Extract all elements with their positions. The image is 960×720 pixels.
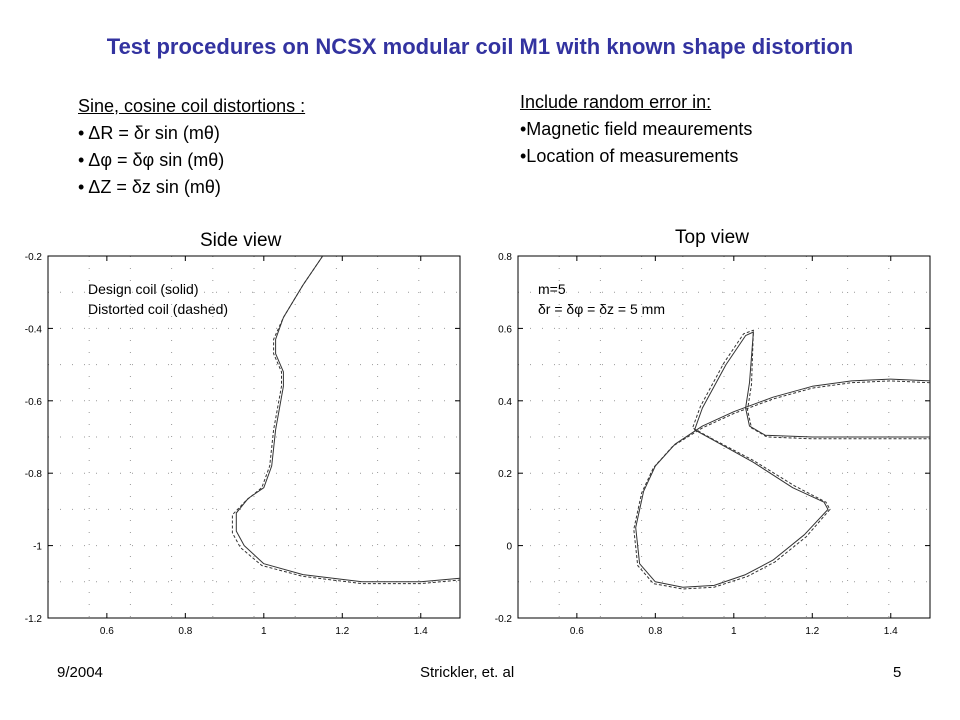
y-tick-label: 0.2 [498,469,512,480]
y-tick-label: 0.6 [498,324,512,335]
chart-annotation: Design coil (solid) [88,281,198,297]
footer-date: 9/2004 [57,664,103,681]
chart-annotation: Distorted coil (dashed) [88,301,228,317]
chart-annotation: δr = δφ = δz = 5 mm [538,301,665,317]
footer-page-number: 5 [893,664,902,681]
random-error-list: Include random error in: •Magnetic field… [520,89,752,170]
side-view-caption: Side view [200,230,282,251]
y-tick-label: -0.8 [25,469,43,480]
y-tick-label: -0.6 [25,397,43,408]
x-tick-label: 1.2 [335,626,349,637]
x-tick-label: 1.4 [884,626,898,637]
top-view-chart: 0.6 0.8 1 1.2 1.4 -0.2 0 0.2 0.4 0.6 0.8 m=5 δr = δφ… [495,252,931,637]
distorted-coil-curve [633,329,930,590]
y-tick-label: -0.2 [25,252,43,263]
random-error-heading: Include random error in: [520,92,712,112]
y-tick-label: 0.8 [498,252,512,263]
distortion-list: Sine, cosine coil distortions : • ΔR = δ… [78,93,305,201]
x-tick-label: 1.2 [805,626,819,637]
y-tick-label: -1.2 [25,614,43,625]
distortion-item: • ΔR = δr sin (mθ) [78,123,220,143]
distortion-heading: Sine, cosine coil distortions : [78,96,306,116]
distortion-item: • Δφ = δφ sin (mθ) [78,150,225,170]
x-tick-label: 0.6 [570,626,584,637]
plot-frame [47,255,461,619]
random-error-item: •Magnetic field meaurements [520,119,753,139]
slide-title: Test procedures on NCSX modular coil M1 … [106,34,854,59]
distorted-coil-curve [231,256,460,585]
y-tick-label: -1 [33,542,42,553]
x-tick-label: 1 [261,626,267,637]
x-tick-label: 0.6 [100,626,114,637]
side-view-chart: 0.6 0.8 1 1.2 1.4 -1.2 -1 -0.8 -0.6 -0.4 -0.2 Desig… [25,252,461,637]
chart-annotation: m=5 [538,281,566,297]
y-tick-label: 0.4 [498,397,512,408]
x-tick-label: 1.4 [414,626,428,637]
y-tick-label: -0.2 [495,614,513,625]
x-tick-label: 0.8 [648,626,662,637]
footer-authors: Strickler, et. al [420,664,515,681]
design-coil-curve [235,256,460,583]
x-tick-label: 0.8 [178,626,192,637]
y-tick-label: -0.4 [25,324,43,335]
y-tick-label: 0 [506,542,512,553]
random-error-item: •Location of measurements [520,146,739,166]
design-coil-curve [635,331,930,588]
distortion-item: • ΔZ = δz sin (mθ) [78,177,221,197]
top-view-caption: Top view [675,227,749,248]
x-tick-label: 1 [731,626,737,637]
